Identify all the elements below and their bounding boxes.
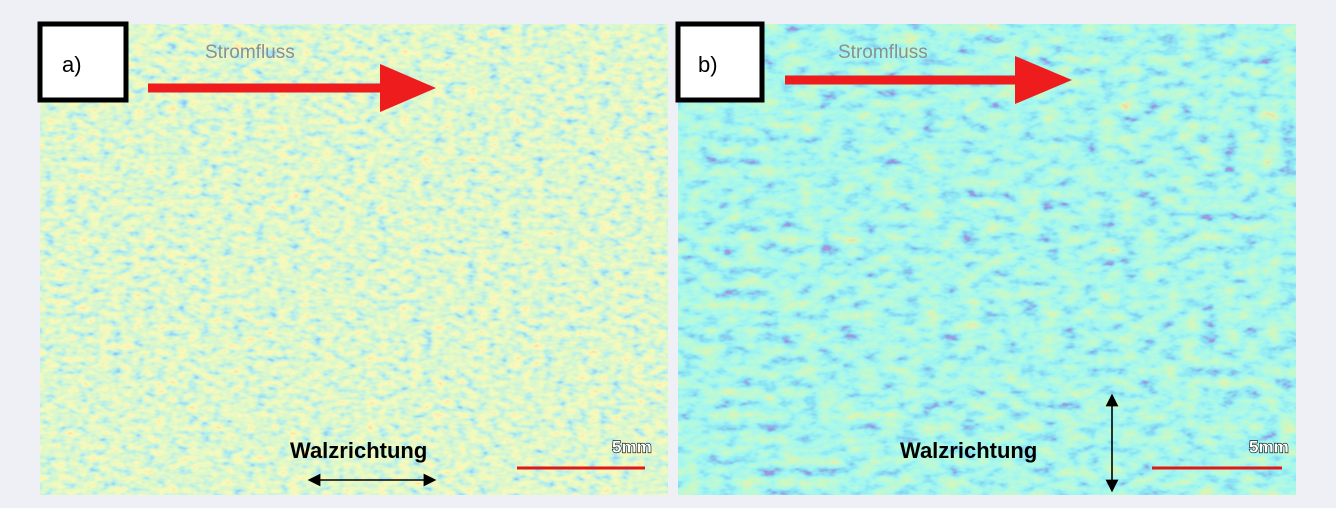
flow-label: Stromfluss bbox=[838, 42, 928, 63]
panel-label: a) bbox=[62, 52, 82, 77]
label-box bbox=[37, 21, 129, 103]
flow-label: Stromfluss bbox=[205, 42, 295, 63]
panel-label: b) bbox=[698, 52, 718, 77]
panel-image bbox=[678, 24, 1296, 495]
direction-label: Walzrichtung bbox=[290, 438, 427, 463]
panel-image bbox=[40, 24, 668, 495]
direction-label: Walzrichtung bbox=[900, 438, 1037, 463]
label-box bbox=[675, 21, 765, 103]
flow-arrowhead bbox=[380, 64, 436, 112]
scale-label: 5mm bbox=[612, 437, 652, 456]
flow-arrowhead bbox=[1015, 56, 1072, 104]
scale-label: 5mm bbox=[1249, 437, 1289, 456]
